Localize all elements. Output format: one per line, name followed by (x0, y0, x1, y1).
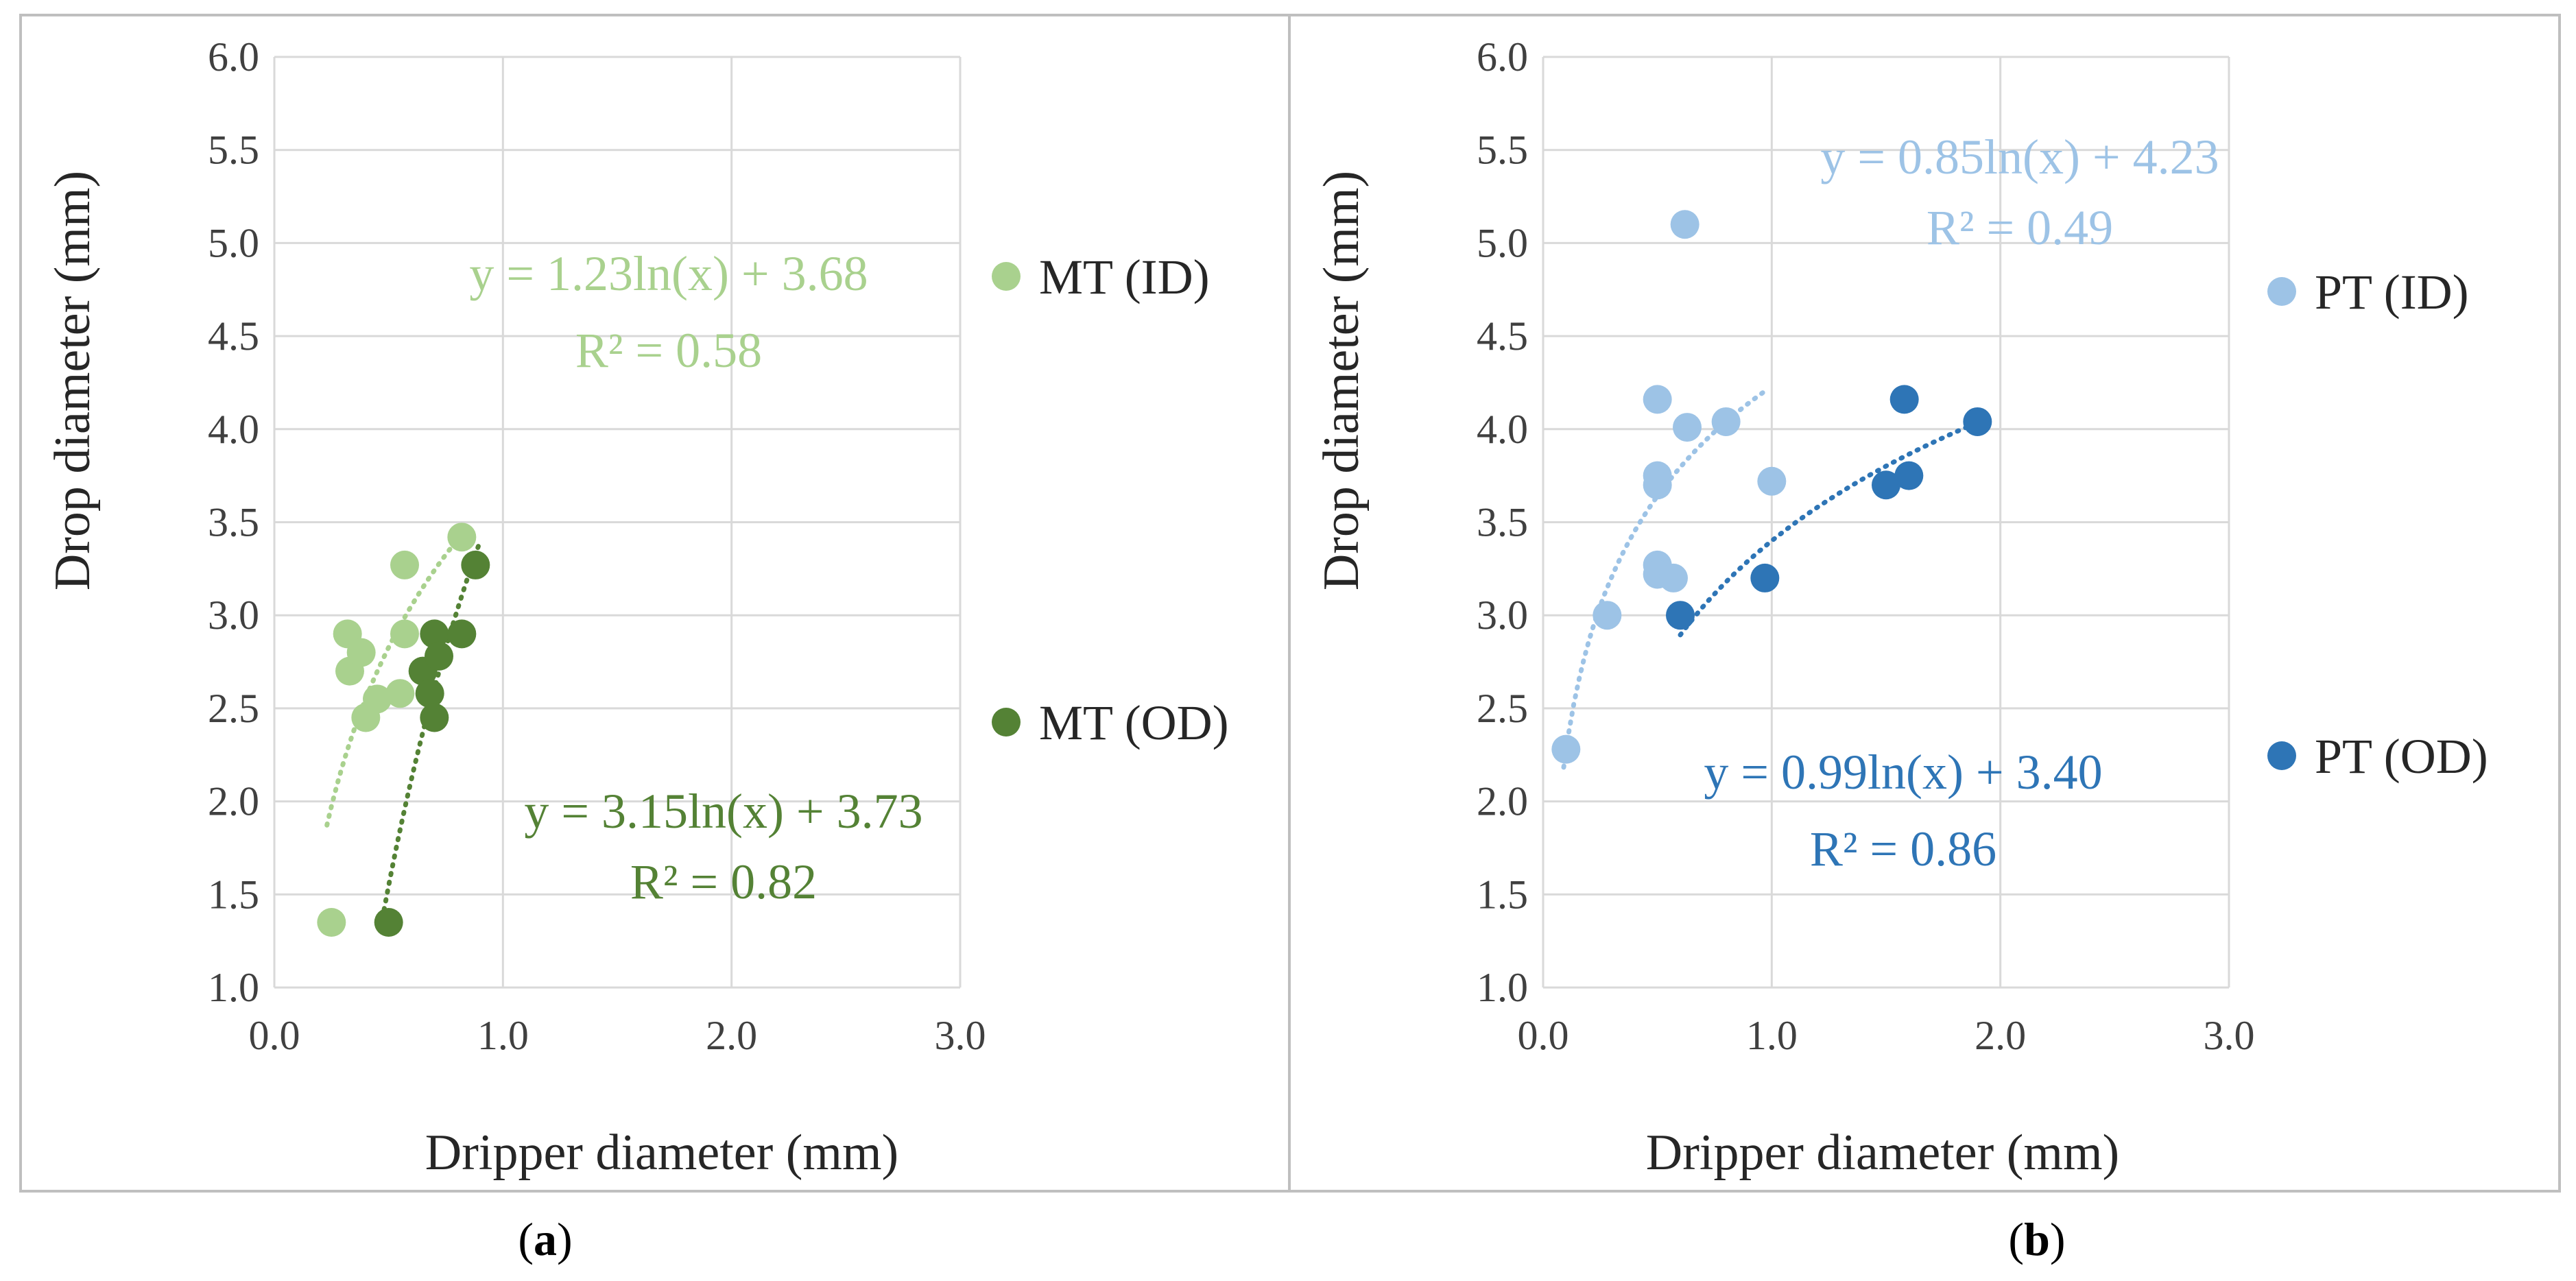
data-point-pt-od (1750, 563, 1780, 592)
y-tick-label: 6.0 (1477, 34, 1528, 80)
legend-label-pt-od: PT (OD) (2315, 729, 2488, 784)
y-tick-label: 4.0 (208, 407, 259, 452)
y-tick-label: 2.0 (1477, 779, 1528, 824)
data-point-pt-id (1670, 210, 1700, 239)
chart-panel-b: 1.01.52.02.53.03.54.04.55.05.56.00.0 1.0 2… (1313, 34, 2488, 1265)
y-tick-label: 3.5 (208, 500, 259, 545)
legend-marker-pt-id (2267, 277, 2296, 306)
data-point-pt-id (1593, 601, 1622, 630)
y-tick-label: 4.5 (1477, 313, 1528, 359)
data-point-mt-id (390, 550, 419, 579)
equation-label-mt-od: y = 3.15ln(x) + 3.73 (524, 784, 922, 839)
legend-marker-mt-id (992, 262, 1021, 291)
x-tick-label: 1.0 (1746, 1013, 1798, 1058)
y-axis-title: Drop diameter (mm) (1313, 171, 1370, 590)
y-tick-label: 2.0 (208, 779, 259, 824)
y-tick-label: 1.0 (208, 965, 259, 1010)
data-point-mt-od (461, 550, 490, 579)
y-tick-label: 5.5 (208, 128, 259, 173)
trendline-mt-od (381, 538, 483, 913)
legend-label-mt-id: MT (ID) (1039, 250, 1210, 304)
y-tick-label: 1.0 (1477, 965, 1528, 1010)
data-point-mt-od (447, 619, 477, 649)
y-tick-label: 5.0 (1477, 220, 1528, 265)
r2-label-mt-od: R² = 0.82 (630, 854, 817, 909)
r2-label-mt-id: R² = 0.58 (575, 323, 762, 378)
data-point-mt-id (363, 684, 392, 714)
x-tick-label: 0.0 (1518, 1013, 1569, 1058)
data-point-pt-id (1757, 466, 1787, 496)
r2-label-pt-od: R² = 0.86 (1810, 822, 1996, 876)
data-point-pt-od (1963, 407, 1992, 436)
data-point-pt-od (1872, 470, 1900, 500)
x-axis-title: Dripper diameter (mm) (1646, 1125, 2119, 1181)
trendline-pt-od (1678, 420, 1980, 638)
y-tick-label: 5.5 (1477, 128, 1528, 173)
data-point-mt-od (415, 679, 444, 708)
data-point-mt-id (317, 908, 346, 937)
data-point-mt-id (390, 619, 419, 649)
data-point-mt-id (447, 523, 477, 552)
data-point-pt-od (1666, 601, 1695, 630)
panel-label-a: (a) (518, 1213, 572, 1265)
panel-label-b: (b) (2008, 1213, 2065, 1265)
y-tick-label: 1.5 (208, 872, 259, 917)
x-tick-label: 2.0 (706, 1013, 757, 1058)
data-point-pt-id (1659, 563, 1688, 592)
x-tick-label: 1.0 (477, 1013, 529, 1058)
legend-marker-mt-od (992, 708, 1021, 737)
y-tick-label: 2.5 (208, 686, 259, 731)
y-tick-label: 3.0 (208, 592, 259, 638)
data-point-pt-od (1894, 461, 1924, 490)
x-tick-label: 3.0 (935, 1013, 986, 1058)
data-point-pt-id (1643, 385, 1672, 414)
data-point-pt-id (1673, 413, 1702, 442)
data-point-pt-id (1643, 470, 1672, 500)
y-tick-label: 4.5 (208, 313, 259, 359)
data-point-mt-od (374, 908, 403, 937)
y-tick-label: 3.5 (1477, 500, 1528, 545)
data-point-pt-id (1711, 407, 1741, 436)
x-axis-title: Dripper diameter (mm) (425, 1125, 898, 1181)
x-tick-label: 0.0 (249, 1013, 300, 1058)
data-point-mt-id (346, 638, 376, 667)
data-point-mt-od (420, 619, 449, 649)
chart-panel-a: 1.01.52.02.53.03.54.04.55.05.56.00.0 1.0 2… (45, 34, 1229, 1265)
x-tick-label: 2.0 (1975, 1013, 2026, 1058)
data-point-mt-id (385, 679, 415, 708)
legend-marker-pt-od (2267, 741, 2296, 770)
equation-label-pt-od: y = 0.99ln(x) + 3.40 (1704, 745, 2102, 800)
x-tick-label: 3.0 (2204, 1013, 2255, 1058)
data-point-mt-od (425, 641, 453, 671)
data-point-mt-od (420, 703, 449, 732)
y-tick-label: 6.0 (208, 34, 259, 80)
y-tick-label: 4.0 (1477, 407, 1528, 452)
equation-label-mt-id: y = 1.23ln(x) + 3.68 (469, 246, 868, 301)
data-point-pt-id (1551, 734, 1581, 764)
legend-label-pt-id: PT (ID) (2315, 265, 2469, 320)
y-tick-label: 2.5 (1477, 686, 1528, 731)
y-axis-title: Drop diameter (mm) (45, 171, 101, 590)
data-point-pt-od (1889, 385, 1919, 414)
equation-label-pt-id: y = 0.85ln(x) + 4.23 (1820, 130, 2219, 184)
legend-label-mt-od: MT (OD) (1039, 695, 1229, 750)
y-tick-label: 3.0 (1477, 592, 1528, 638)
r2-label-pt-id: R² = 0.49 (1927, 200, 2113, 255)
y-tick-label: 5.0 (208, 220, 259, 265)
y-tick-label: 1.5 (1477, 872, 1528, 917)
trendline-mt-id (324, 520, 474, 828)
